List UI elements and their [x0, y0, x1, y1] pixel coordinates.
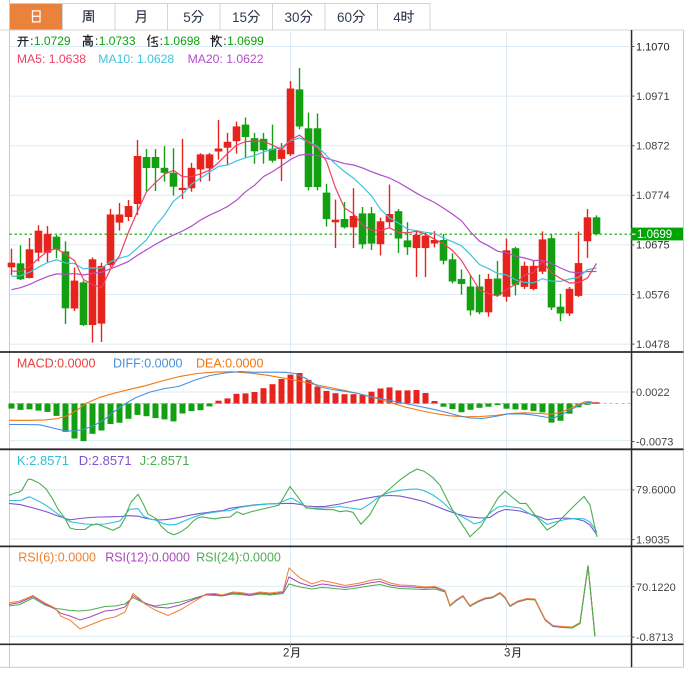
svg-text:70.1220: 70.1220	[636, 582, 676, 594]
svg-text:MA5: 1.0638: MA5: 1.0638	[17, 52, 86, 66]
svg-text:1.0698: 1.0698	[163, 34, 200, 48]
svg-text:J:2.8571: J:2.8571	[140, 453, 190, 468]
svg-text::: :	[30, 34, 33, 48]
svg-text:0.0022: 0.0022	[636, 387, 670, 399]
svg-text:1.0872: 1.0872	[636, 141, 670, 153]
svg-text:1.0699: 1.0699	[637, 229, 672, 241]
svg-text:1.0774: 1.0774	[636, 190, 670, 202]
svg-text:3: 3	[504, 648, 510, 660]
svg-text:RSI(12):0.0000: RSI(12):0.0000	[105, 551, 190, 565]
svg-text:K:2.8571: K:2.8571	[17, 453, 69, 468]
svg-text:1.0733: 1.0733	[99, 34, 136, 48]
svg-text:60: 60	[337, 10, 352, 25]
svg-text:30: 30	[285, 10, 300, 25]
svg-text:79.6000: 79.6000	[636, 484, 676, 496]
svg-text:RSI(6):0.0000: RSI(6):0.0000	[18, 551, 96, 565]
svg-text:1.9035: 1.9035	[636, 535, 670, 547]
svg-text:1.0729: 1.0729	[34, 34, 71, 48]
svg-text:D:2.8571: D:2.8571	[79, 453, 132, 468]
svg-text:1.0971: 1.0971	[636, 91, 670, 103]
svg-text:MACD:0.0000: MACD:0.0000	[17, 357, 96, 371]
svg-text:5: 5	[183, 10, 191, 25]
svg-text:1.0478: 1.0478	[636, 339, 670, 351]
svg-text:1.1070: 1.1070	[636, 41, 670, 53]
svg-text:MA20: 1.0622: MA20: 1.0622	[188, 52, 264, 66]
svg-text:DEA:0.0000: DEA:0.0000	[196, 357, 263, 371]
svg-text::: :	[95, 34, 98, 48]
svg-text:1.0699: 1.0699	[227, 34, 264, 48]
svg-text:-0.0073: -0.0073	[636, 437, 673, 449]
svg-text:4: 4	[393, 10, 401, 25]
svg-text::: :	[223, 34, 226, 48]
svg-text:2: 2	[283, 648, 289, 660]
svg-text::: :	[160, 34, 163, 48]
svg-text:1.0675: 1.0675	[636, 240, 670, 252]
svg-text:1.0576: 1.0576	[636, 289, 670, 301]
svg-text:RSI(24):0.0000: RSI(24):0.0000	[196, 551, 281, 565]
svg-text:15: 15	[232, 10, 247, 25]
svg-text:DIFF:0.0000: DIFF:0.0000	[113, 357, 183, 371]
svg-text:-0.8713: -0.8713	[636, 632, 673, 644]
svg-text:MA10: 1.0628: MA10: 1.0628	[98, 52, 174, 66]
